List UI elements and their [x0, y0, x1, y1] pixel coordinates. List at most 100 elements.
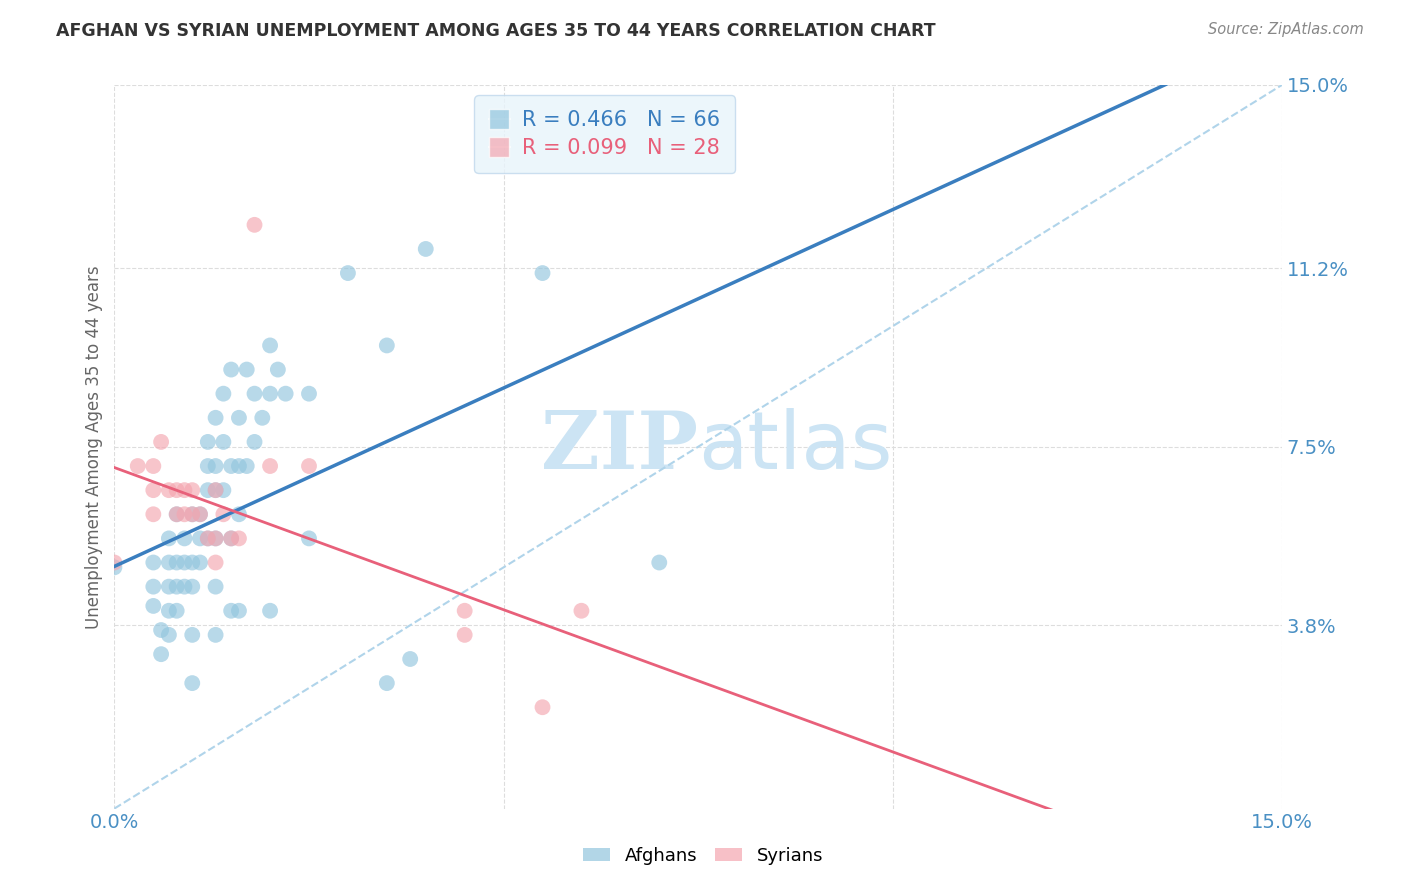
Point [228, 458, 250, 473]
Point [166, 556, 188, 570]
Point [204, 410, 226, 425]
Point [181, 483, 204, 498]
Point [173, 483, 195, 498]
Legend: R = 0.466   N = 66, R = 0.099   N = 28: R = 0.466 N = 66, R = 0.099 N = 28 [474, 95, 735, 173]
Text: Source: ZipAtlas.com: Source: ZipAtlas.com [1208, 22, 1364, 37]
Point [453, 604, 475, 618]
Point [399, 652, 422, 666]
Point [204, 483, 226, 498]
Point [267, 362, 290, 376]
Point [212, 483, 235, 498]
Point [243, 434, 266, 449]
Point [235, 458, 257, 473]
Point [166, 508, 188, 522]
Point [219, 362, 242, 376]
Point [173, 508, 195, 522]
Point [204, 628, 226, 642]
Point [188, 556, 211, 570]
Legend: Afghans, Syrians: Afghans, Syrians [574, 838, 832, 874]
Point [142, 580, 165, 594]
Point [219, 532, 242, 546]
Point [453, 628, 475, 642]
Point [228, 532, 250, 546]
Point [157, 580, 180, 594]
Point [648, 556, 671, 570]
Point [157, 532, 180, 546]
Point [235, 362, 257, 376]
Point [142, 556, 165, 570]
Point [259, 386, 281, 401]
Point [188, 508, 211, 522]
Point [173, 580, 195, 594]
Point [103, 560, 125, 574]
Point [127, 458, 149, 473]
Point [336, 266, 359, 280]
Point [531, 700, 554, 714]
Point [204, 458, 226, 473]
Point [204, 532, 226, 546]
Point [166, 508, 188, 522]
Point [228, 410, 250, 425]
Point [181, 628, 204, 642]
Point [142, 483, 165, 498]
Point [173, 556, 195, 570]
Point [259, 458, 281, 473]
Point [142, 599, 165, 613]
Point [197, 532, 219, 546]
Point [274, 386, 297, 401]
Point [181, 556, 204, 570]
Point [197, 434, 219, 449]
Point [219, 458, 242, 473]
Point [150, 647, 173, 661]
Point [157, 556, 180, 570]
Point [157, 483, 180, 498]
Point [103, 556, 125, 570]
Point [571, 604, 593, 618]
Point [259, 604, 281, 618]
Point [157, 604, 180, 618]
Point [188, 532, 211, 546]
Point [166, 580, 188, 594]
Point [181, 580, 204, 594]
Point [415, 242, 437, 256]
Point [219, 604, 242, 618]
Point [204, 556, 226, 570]
Point [166, 483, 188, 498]
Point [219, 532, 242, 546]
Point [188, 508, 211, 522]
Point [150, 434, 173, 449]
Point [243, 218, 266, 232]
Point [197, 483, 219, 498]
Point [375, 338, 398, 352]
Point [166, 604, 188, 618]
Point [212, 508, 235, 522]
Point [142, 458, 165, 473]
Point [252, 410, 274, 425]
Point [212, 434, 235, 449]
Point [204, 532, 226, 546]
Point [150, 623, 173, 637]
Point [142, 508, 165, 522]
Point [204, 483, 226, 498]
Point [173, 532, 195, 546]
Point [259, 338, 281, 352]
Text: AFGHAN VS SYRIAN UNEMPLOYMENT AMONG AGES 35 TO 44 YEARS CORRELATION CHART: AFGHAN VS SYRIAN UNEMPLOYMENT AMONG AGES… [56, 22, 936, 40]
Point [197, 532, 219, 546]
Point [228, 508, 250, 522]
Point [375, 676, 398, 690]
Point [212, 386, 235, 401]
Point [298, 386, 321, 401]
Point [243, 386, 266, 401]
Point [181, 508, 204, 522]
Point [181, 676, 204, 690]
Point [228, 604, 250, 618]
Point [204, 580, 226, 594]
Point [197, 458, 219, 473]
Point [298, 458, 321, 473]
Point [157, 628, 180, 642]
Point [181, 508, 204, 522]
Text: atlas: atlas [699, 408, 893, 486]
Text: ZIP: ZIP [541, 408, 699, 486]
Y-axis label: Unemployment Among Ages 35 to 44 years: Unemployment Among Ages 35 to 44 years [86, 265, 103, 629]
Point [298, 532, 321, 546]
